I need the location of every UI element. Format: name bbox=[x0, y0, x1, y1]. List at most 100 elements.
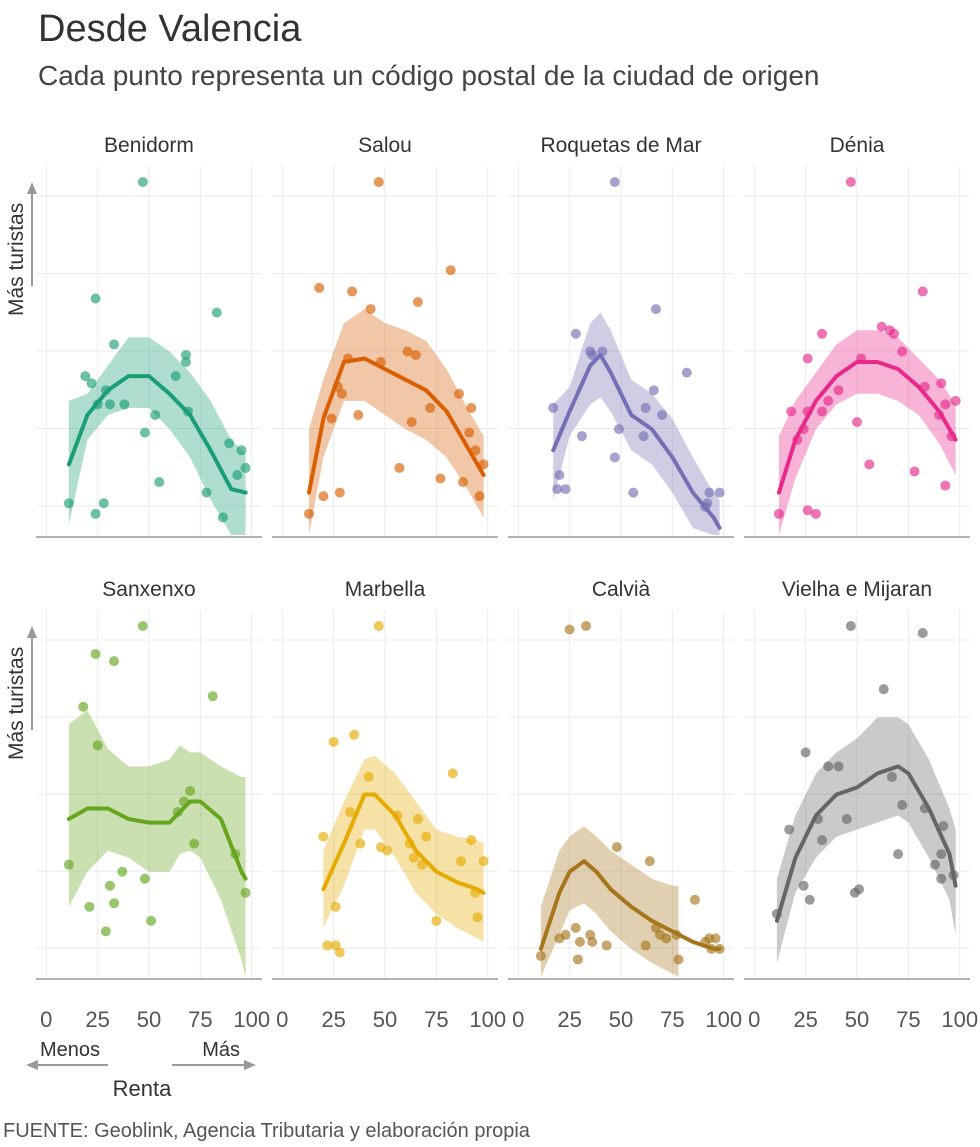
data-point bbox=[408, 852, 419, 863]
panel-vielha-e-mijaran: Vielha e Mijaran 0 25 50 75 100 bbox=[744, 578, 978, 1032]
data-point bbox=[474, 491, 485, 502]
data-point bbox=[90, 508, 101, 519]
data-point bbox=[823, 761, 834, 772]
data-point bbox=[950, 395, 961, 406]
data-point bbox=[137, 177, 148, 187]
page-title: Desde Valencia bbox=[38, 8, 302, 50]
data-point bbox=[833, 385, 844, 396]
panel-denia: Dénia bbox=[744, 134, 970, 538]
data-point bbox=[673, 954, 684, 965]
data-point bbox=[464, 427, 475, 438]
trend-line bbox=[774, 764, 958, 923]
data-point bbox=[852, 417, 862, 428]
data-point bbox=[938, 821, 949, 832]
data-point bbox=[412, 814, 423, 825]
x-tick-label: 25 bbox=[557, 1007, 581, 1032]
data-point bbox=[560, 484, 571, 495]
data-point bbox=[909, 466, 920, 477]
data-point bbox=[104, 399, 115, 410]
data-point bbox=[704, 487, 715, 498]
page-subtitle: Cada punto representa un código postal d… bbox=[38, 60, 820, 91]
data-point bbox=[240, 887, 251, 898]
data-point bbox=[318, 491, 329, 502]
data-point bbox=[601, 940, 612, 951]
x-tick-label: 50 bbox=[609, 1007, 633, 1032]
data-point bbox=[650, 304, 661, 315]
data-point bbox=[201, 487, 212, 498]
data-point bbox=[98, 498, 109, 509]
panel-title: Dénia bbox=[830, 134, 885, 157]
data-point bbox=[146, 915, 157, 926]
data-point bbox=[445, 265, 456, 276]
data-point bbox=[137, 621, 148, 631]
data-point bbox=[104, 880, 115, 891]
data-point bbox=[841, 814, 852, 825]
x-tick-label: 25 bbox=[793, 1007, 817, 1032]
data-point bbox=[336, 388, 347, 399]
data-point bbox=[303, 508, 314, 519]
x-tick-label: 75 bbox=[660, 1007, 684, 1032]
x-tick-label: 50 bbox=[845, 1007, 869, 1032]
data-point bbox=[710, 933, 721, 944]
data-point bbox=[564, 624, 575, 635]
data-point bbox=[412, 297, 423, 308]
data-point bbox=[211, 307, 222, 318]
data-point bbox=[394, 462, 405, 473]
data-point bbox=[453, 388, 464, 399]
data-point bbox=[402, 346, 413, 357]
panel-title: Vielha e Mijaran bbox=[782, 578, 932, 601]
data-point bbox=[587, 349, 598, 360]
data-point bbox=[574, 936, 585, 947]
data-point bbox=[587, 936, 598, 947]
data-point bbox=[217, 512, 228, 523]
trend-line bbox=[538, 859, 722, 951]
data-point bbox=[466, 402, 477, 413]
data-point bbox=[353, 409, 364, 420]
x-axis-left-arrow-head bbox=[26, 1060, 38, 1070]
data-point bbox=[180, 349, 191, 360]
data-point bbox=[334, 947, 345, 958]
confidence-band bbox=[308, 309, 484, 535]
data-point bbox=[363, 771, 374, 782]
data-point bbox=[456, 856, 467, 867]
x-tick-label: 75 bbox=[896, 1007, 920, 1032]
data-point bbox=[917, 286, 928, 297]
x-tick-label: 75 bbox=[424, 1007, 448, 1032]
data-point bbox=[572, 954, 583, 965]
data-point bbox=[472, 912, 483, 923]
panel-title: Sanxenxo bbox=[102, 578, 195, 601]
data-point bbox=[170, 371, 181, 382]
x-axis-label: Renta bbox=[113, 1076, 172, 1101]
x-tick-label: 25 bbox=[321, 1007, 345, 1032]
data-point bbox=[109, 898, 120, 909]
x-axis-right-arrow-head bbox=[244, 1060, 256, 1070]
confidence-band bbox=[553, 312, 720, 535]
data-point bbox=[804, 894, 815, 905]
data-point bbox=[139, 427, 150, 438]
panel-marbella: Marbella 0 25 50 75 100 bbox=[272, 578, 506, 1032]
data-point bbox=[648, 385, 659, 396]
data-point bbox=[784, 824, 795, 835]
data-point bbox=[345, 807, 356, 818]
data-point bbox=[548, 402, 559, 413]
y-axis-annotation-row-1: Más turistas bbox=[5, 182, 37, 316]
data-point bbox=[576, 431, 587, 442]
data-point bbox=[657, 409, 668, 420]
data-point bbox=[78, 701, 89, 712]
data-point bbox=[80, 371, 91, 382]
data-point bbox=[681, 367, 692, 378]
y-axis-arrow-head bbox=[27, 626, 37, 638]
data-point bbox=[185, 785, 196, 796]
data-point bbox=[845, 177, 856, 187]
data-point bbox=[810, 508, 821, 519]
data-point bbox=[554, 469, 565, 480]
y-axis-label: Más turistas bbox=[5, 647, 28, 760]
panel-calvia: Calvià 0 25 50 75 100 bbox=[508, 578, 742, 1032]
panel-title: Marbella bbox=[345, 578, 426, 601]
data-point bbox=[334, 487, 345, 498]
data-point bbox=[458, 477, 469, 488]
data-point bbox=[714, 487, 725, 498]
x-axis-high-label: Más bbox=[202, 1039, 240, 1061]
panel-roquetas-de-mar: Roquetas de Mar bbox=[508, 134, 734, 538]
y-axis-label: Más turistas bbox=[5, 203, 28, 316]
